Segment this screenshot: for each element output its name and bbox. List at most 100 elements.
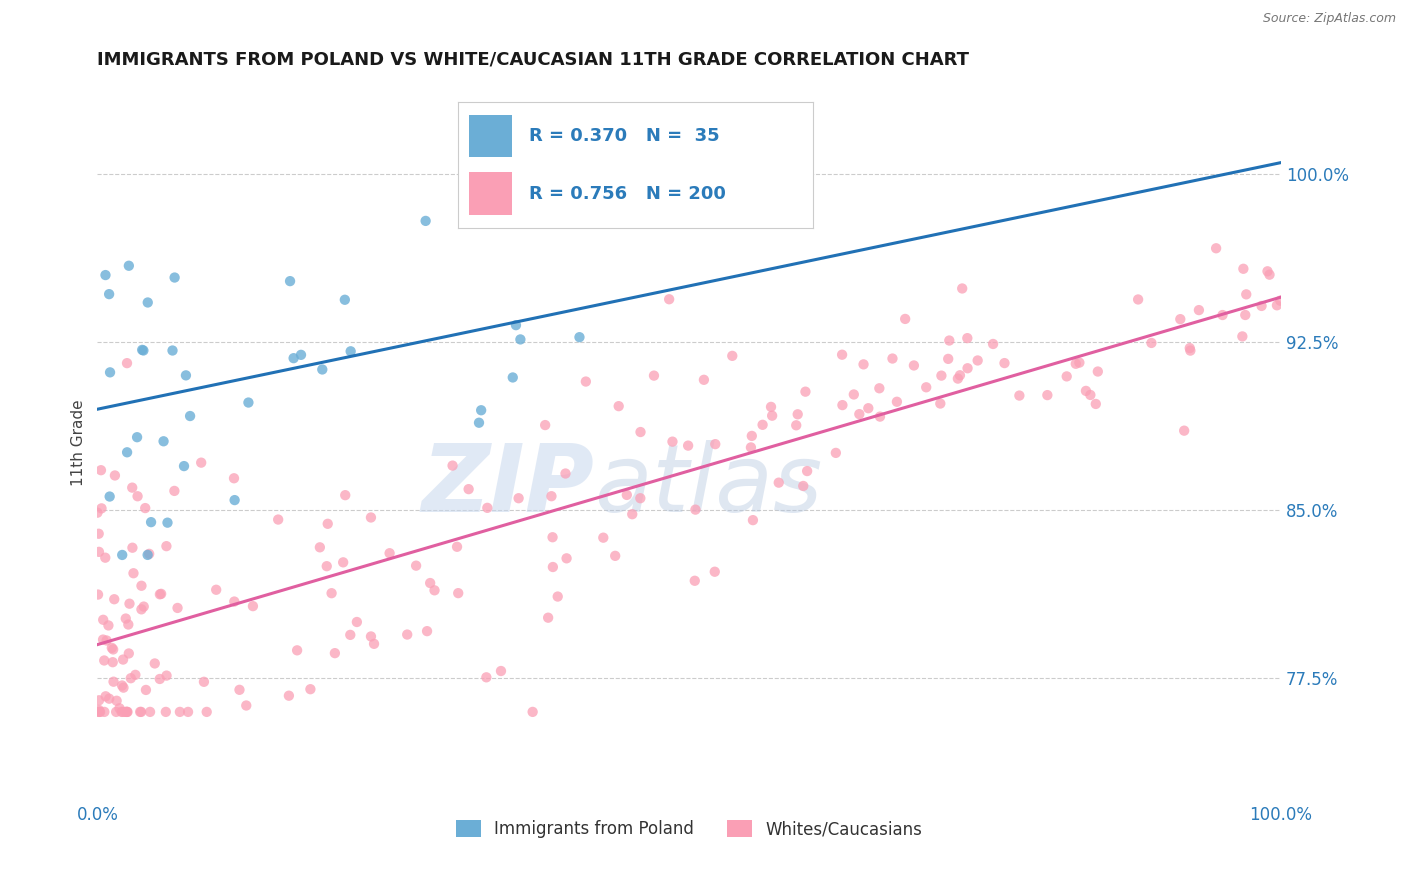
Point	[568, 330, 591, 344]
Point	[118, 597, 141, 611]
Point	[129, 705, 152, 719]
Point	[131, 343, 153, 357]
Point	[541, 560, 564, 574]
Point	[628, 491, 651, 506]
Legend: Immigrants from Poland, Whites/Caucasians: Immigrants from Poland, Whites/Caucasian…	[451, 815, 928, 844]
Point	[98, 691, 121, 706]
Point	[363, 637, 385, 651]
Point	[1036, 388, 1059, 402]
Point	[360, 630, 382, 644]
Point	[238, 395, 260, 409]
Point	[136, 548, 159, 562]
Point	[1232, 261, 1254, 276]
Point	[89, 705, 111, 719]
Point	[956, 361, 979, 376]
Point	[508, 491, 530, 506]
Point	[759, 400, 782, 414]
Point	[104, 468, 127, 483]
Point	[616, 488, 638, 502]
Point	[509, 333, 531, 347]
Point	[1074, 384, 1097, 398]
Point	[949, 368, 972, 383]
Point	[858, 401, 880, 416]
Point	[740, 441, 762, 455]
Text: IMMIGRANTS FROM POLAND VS WHITE/CAUCASIAN 11TH GRADE CORRELATION CHART: IMMIGRANTS FROM POLAND VS WHITE/CAUCASIA…	[97, 51, 969, 69]
Point	[118, 259, 141, 273]
Point	[132, 343, 155, 358]
Point	[193, 674, 215, 689]
Point	[96, 633, 118, 648]
Point	[93, 705, 115, 719]
Point	[143, 657, 166, 671]
Point	[149, 672, 172, 686]
Point	[848, 407, 870, 421]
Point	[415, 214, 437, 228]
Point	[91, 632, 114, 647]
Point	[1056, 369, 1078, 384]
Point	[1205, 241, 1227, 255]
Point	[761, 409, 783, 423]
Point	[122, 566, 145, 581]
Point	[173, 459, 195, 474]
Point	[117, 617, 139, 632]
Point	[1258, 268, 1281, 282]
Point	[110, 705, 132, 719]
Point	[316, 516, 339, 531]
Point	[127, 489, 149, 503]
Point	[575, 375, 598, 389]
Point	[90, 463, 112, 477]
Point	[936, 351, 959, 366]
Point	[346, 615, 368, 629]
Point	[786, 407, 808, 421]
Point	[1069, 356, 1091, 370]
Point	[278, 274, 301, 288]
Point	[742, 513, 765, 527]
Point	[894, 312, 917, 326]
Point	[721, 349, 744, 363]
Point	[155, 668, 177, 682]
Point	[118, 647, 141, 661]
Point	[149, 587, 172, 601]
Point	[166, 601, 188, 615]
Point	[1270, 293, 1292, 308]
Point	[768, 475, 790, 490]
Point	[502, 370, 524, 384]
Point	[131, 602, 153, 616]
Point	[457, 482, 479, 496]
Point	[1168, 312, 1191, 326]
Point	[94, 690, 117, 704]
Point	[554, 467, 576, 481]
Point	[1234, 287, 1257, 301]
Point	[101, 642, 124, 657]
Point	[105, 705, 128, 719]
Point	[285, 643, 308, 657]
Point	[205, 582, 228, 597]
Point	[1232, 329, 1254, 343]
Point	[396, 627, 419, 641]
Point	[1087, 365, 1109, 379]
Point	[103, 592, 125, 607]
Point	[98, 365, 121, 379]
Point	[129, 705, 152, 719]
Point	[643, 368, 665, 383]
Point	[842, 387, 865, 401]
Point	[441, 458, 464, 473]
Point	[138, 547, 160, 561]
Point	[824, 446, 846, 460]
Point	[1140, 335, 1163, 350]
Point	[360, 510, 382, 524]
Point	[89, 705, 111, 719]
Point	[139, 515, 162, 529]
Point	[1173, 424, 1195, 438]
Point	[929, 396, 952, 410]
Point	[162, 343, 184, 358]
Point	[267, 512, 290, 526]
Point	[1211, 308, 1233, 322]
Point	[174, 368, 197, 383]
Point	[309, 541, 332, 555]
Point	[190, 456, 212, 470]
Point	[105, 694, 128, 708]
Point	[605, 549, 627, 563]
Point	[86, 506, 108, 520]
Point	[339, 344, 361, 359]
